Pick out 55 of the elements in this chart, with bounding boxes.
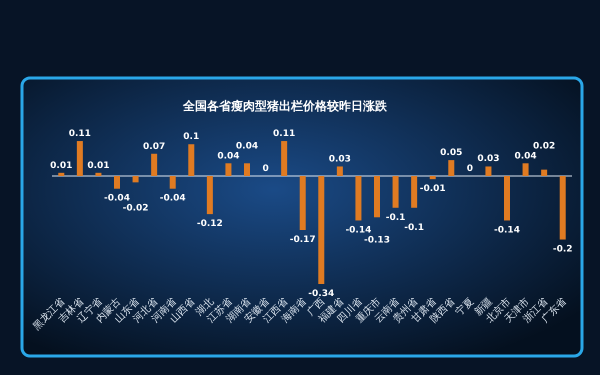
data-label: 0.02 (533, 141, 556, 152)
bar (355, 176, 362, 220)
data-label: -0.04 (160, 194, 186, 204)
data-label: -0.12 (196, 219, 223, 230)
bar (114, 176, 120, 189)
data-label: -0.01 (420, 184, 446, 194)
data-label: 0 (262, 164, 269, 174)
bar (95, 172, 102, 176)
data-label: 0.07 (143, 142, 166, 152)
bar (225, 163, 232, 176)
bar (76, 141, 83, 176)
data-label: -0.2 (552, 244, 573, 255)
bar (522, 163, 529, 176)
data-label: -0.17 (290, 235, 316, 245)
data-label: 0.04 (217, 151, 240, 162)
bar (318, 176, 324, 284)
data-label: -0.13 (364, 235, 390, 246)
bar (58, 172, 64, 176)
chart-title: 全国各省瘦肉型猪出栏价格较昨日涨跌 (182, 99, 388, 113)
data-label: -0.14 (494, 225, 520, 236)
bar (541, 170, 548, 176)
data-label: -0.02 (122, 204, 149, 214)
data-label: 0.05 (440, 148, 462, 158)
data-label: -0.34 (308, 289, 334, 299)
bar (151, 154, 158, 176)
bar (560, 176, 566, 240)
data-label: 0 (466, 164, 473, 174)
bar (336, 166, 343, 176)
data-label: -0.1 (404, 222, 424, 233)
data-label: 0.03 (477, 154, 500, 164)
bar (430, 176, 436, 180)
data-label: 0.01 (50, 160, 72, 171)
bar (132, 176, 139, 182)
data-label: 0.11 (68, 129, 91, 140)
bar (188, 144, 194, 176)
data-label: -0.04 (104, 194, 130, 204)
bar (504, 176, 510, 220)
data-label: 0.04 (236, 141, 258, 152)
data-label: 0.01 (87, 160, 110, 171)
bar (485, 166, 492, 176)
data-label: -0.1 (386, 212, 406, 223)
bar (374, 176, 380, 218)
bar (244, 163, 250, 176)
bar (281, 141, 288, 176)
data-label: 0.04 (514, 151, 537, 162)
data-label: 0.03 (328, 154, 351, 164)
bar (300, 176, 306, 230)
data-label: -0.14 (345, 225, 372, 236)
data-label: 0.11 (273, 129, 296, 140)
data-label: 0.1 (183, 132, 200, 142)
bar (411, 176, 418, 208)
bar (170, 176, 176, 189)
bar (448, 160, 454, 176)
bar (206, 176, 213, 214)
bar (392, 176, 399, 208)
